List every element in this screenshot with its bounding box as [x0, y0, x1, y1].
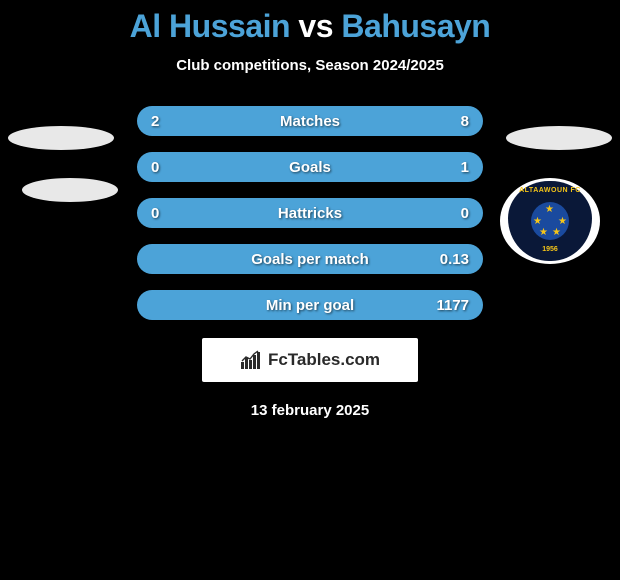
stat-right-value: 0.13: [440, 251, 469, 268]
stat-label: Goals per match: [137, 251, 483, 268]
brand-box: FcTables.com: [202, 338, 418, 382]
stat-row-min-per-goal: Min per goal 1177: [137, 290, 483, 320]
stat-left-value: 0: [151, 205, 159, 222]
stat-label: Hattricks: [137, 205, 483, 222]
player1-name: Al Hussain: [130, 8, 290, 44]
brand-text: FcTables.com: [268, 350, 380, 370]
stat-right-value: 1: [461, 159, 469, 176]
chart-icon: [240, 350, 262, 370]
player2-name: Bahusayn: [341, 8, 490, 44]
stat-row-matches: 2 Matches 8: [137, 106, 483, 136]
vs-text: vs: [298, 8, 333, 44]
stat-row-goals-per-match: Goals per match 0.13: [137, 244, 483, 274]
stat-left-value: 0: [151, 159, 159, 176]
subtitle: Club competitions, Season 2024/2025: [0, 57, 620, 74]
stat-label: Matches: [137, 113, 483, 130]
stat-row-goals: 0 Goals 1: [137, 152, 483, 182]
main-container: Al Hussain vs Bahusayn Club competitions…: [0, 0, 620, 419]
stat-right-value: 1177: [436, 297, 469, 314]
stat-label: Min per goal: [137, 297, 483, 314]
stat-label: Goals: [137, 159, 483, 176]
stat-right-value: 0: [461, 205, 469, 222]
stat-right-value: 8: [461, 113, 469, 130]
stat-left-value: 2: [151, 113, 159, 130]
stat-row-hattricks: 0 Hattricks 0: [137, 198, 483, 228]
page-title: Al Hussain vs Bahusayn: [0, 8, 620, 45]
stats-section: 2 Matches 8 0 Goals 1 0 Hattricks 0 Goal…: [0, 106, 620, 320]
date-text: 13 february 2025: [0, 402, 620, 419]
